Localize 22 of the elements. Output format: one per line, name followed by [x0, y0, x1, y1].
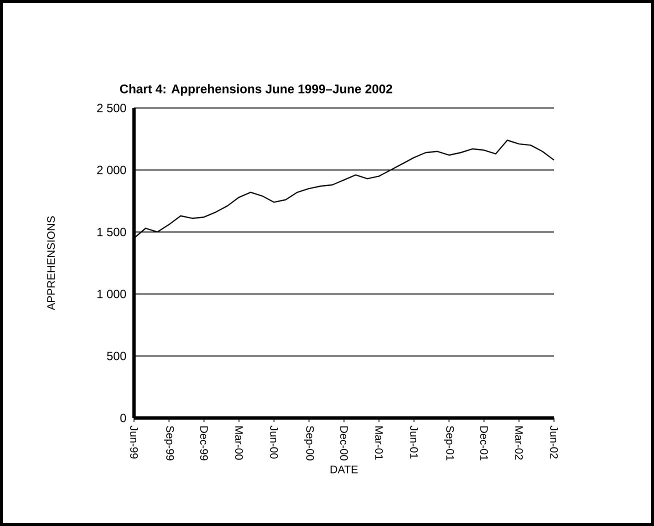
x-tick-label: Jun-02 — [550, 426, 558, 458]
y-tick-label: 1 000 — [97, 290, 126, 298]
x-tick-label: Mar-00 — [235, 426, 243, 460]
x-axis-title: DATE — [330, 466, 358, 474]
y-tick-label: 500 — [107, 352, 126, 360]
x-tick-label: Jun-01 — [410, 426, 418, 458]
x-tick-label: Dec-99 — [200, 426, 208, 460]
x-tick-label: Sep-01 — [444, 426, 454, 460]
x-tick-label: Sep-00 — [304, 426, 314, 460]
x-tick-label: Mar-01 — [375, 426, 383, 460]
x-tick-label: Jun-00 — [270, 426, 278, 459]
y-axis-title: APPREHENSIONS — [47, 216, 55, 310]
x-tick-label: Jun-99 — [130, 426, 138, 458]
x-tick-label: Dec-00 — [340, 426, 348, 460]
x-tick-label: Dec-01 — [480, 426, 488, 460]
chart-title: Chart 4: Apprehensions June 1999–June 2002 — [120, 84, 392, 96]
x-tick-label: Mar-02 — [515, 426, 523, 460]
x-tick-label: Sep-99 — [164, 426, 174, 460]
y-tick-label: 1 500 — [97, 228, 126, 236]
y-tick-label: 2 000 — [97, 166, 126, 174]
y-tick-label: 0 — [120, 414, 126, 422]
y-tick-label: 2 500 — [97, 104, 126, 112]
